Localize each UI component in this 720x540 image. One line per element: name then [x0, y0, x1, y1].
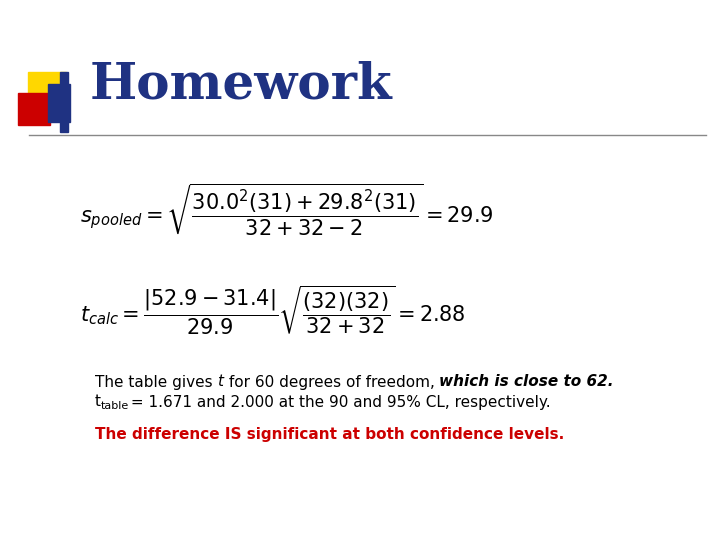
Bar: [18, 93, 50, 125]
Bar: [48, 84, 70, 122]
Text: The difference IS significant at both confidence levels.: The difference IS significant at both co…: [95, 428, 564, 442]
Text: t: t: [95, 395, 101, 409]
Bar: [60, 72, 68, 132]
Text: for 60 degrees of freedom,: for 60 degrees of freedom,: [223, 375, 439, 389]
Text: $s_{pooled} = \sqrt{\dfrac{30.0^2(31)+29.8^2(31)}{32+32-2}} = 29.9$: $s_{pooled} = \sqrt{\dfrac{30.0^2(31)+29…: [80, 182, 494, 238]
Text: = 1.671 and 2.000 at the 90 and 95% CL, respectively.: = 1.671 and 2.000 at the 90 and 95% CL, …: [126, 395, 551, 409]
Text: which is close to 62.: which is close to 62.: [439, 375, 613, 389]
Text: The table gives: The table gives: [95, 375, 217, 389]
Text: Homework: Homework: [90, 60, 392, 110]
Bar: [28, 72, 66, 110]
Text: $t_{calc} = \dfrac{|52.9-31.4|}{29.9}\sqrt{\dfrac{(32)(32)}{32+32}} = 2.88$: $t_{calc} = \dfrac{|52.9-31.4|}{29.9}\sq…: [80, 284, 466, 336]
Text: t: t: [217, 375, 223, 389]
Text: table: table: [101, 401, 130, 411]
